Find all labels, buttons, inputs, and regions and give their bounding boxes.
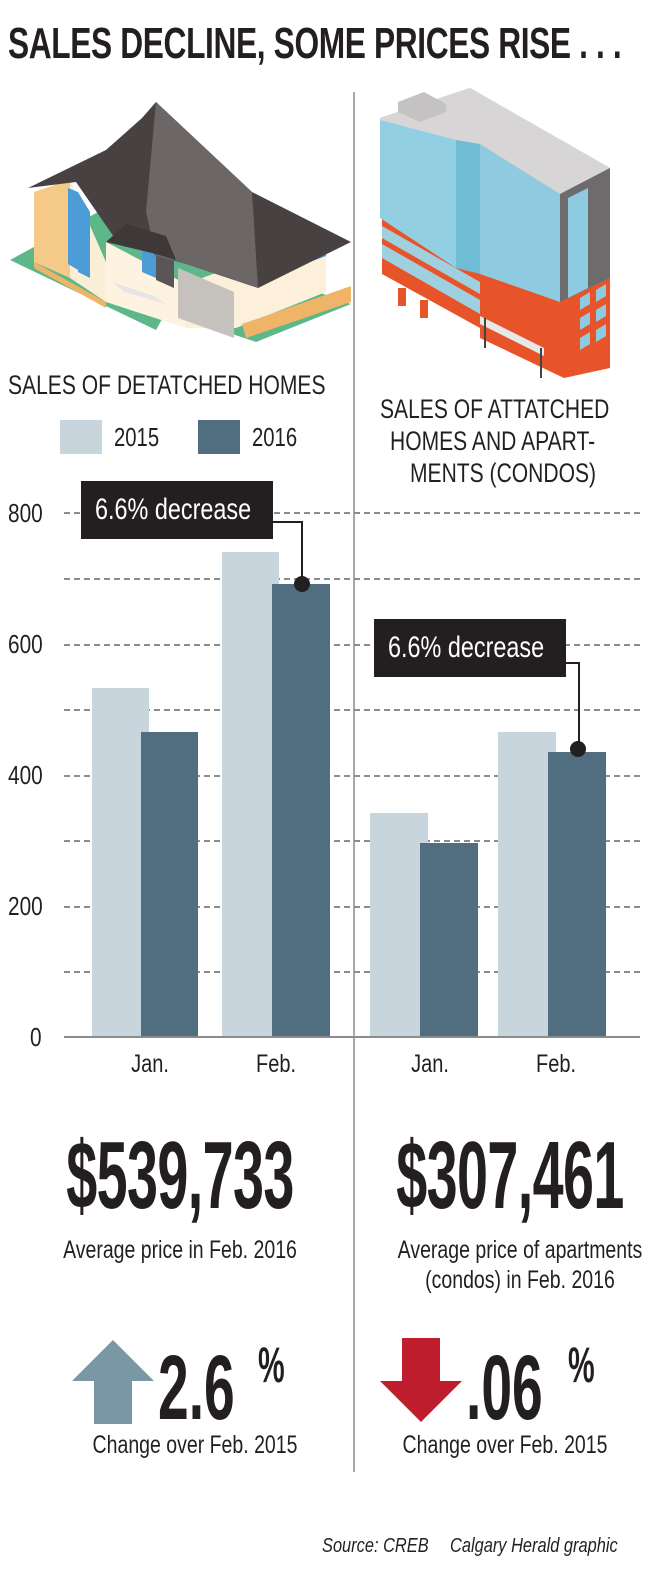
y-tick-200: 200 [8,891,43,921]
detached-change-value: 2.6 [158,1337,235,1439]
x-axis-line [64,1036,640,1038]
detached-callout-dot [294,576,310,592]
apartment-building-icon [380,78,620,378]
detached-change-caption: Change over Feb. 2015 [92,1431,298,1459]
x-label-condo-feb: Feb. [535,1050,577,1078]
legend-swatch-2016 [198,420,240,454]
x-label-detached-feb: Feb. [255,1050,297,1078]
condo-change-percent-sign: % [568,1337,595,1393]
bar-detached-jan-2016 [141,732,198,1037]
panel-divider [353,92,355,1472]
gridline-400 [64,775,640,777]
bar-condo-feb-2015 [498,732,556,1037]
detached-house-icon [6,92,351,342]
bar-detached-jan-2015 [92,688,149,1037]
condo-decrease-callout: 6.6% decrease [374,619,566,677]
page-title: SALES DECLINE, SOME PRICES RISE . . . [8,19,622,68]
detached-average-price: $539,733 [66,1122,294,1229]
gridline-500 [64,709,640,711]
condo-average-price: $307,461 [396,1122,624,1229]
gridline-300 [64,840,640,842]
gridline-700 [64,578,640,580]
chart-legend: 2015 2016 [60,420,336,454]
source-credit: Source: CREB [322,1535,429,1557]
detached-change-percent-sign: % [258,1337,285,1393]
y-tick-600: 600 [8,629,43,659]
bar-detached-feb-2015 [222,552,279,1037]
arrow-down-icon [380,1338,462,1422]
x-label-detached-jan: Jan. [131,1050,169,1078]
y-tick-400: 400 [8,760,43,790]
detached-decrease-callout: 6.6% decrease [81,481,273,539]
gridline-800 [64,512,640,514]
legend-label-2015: 2015 [114,421,160,452]
condo-callout-leader-v [578,662,580,742]
detached-callout-text: 6.6% decrease [95,493,252,526]
gridline-600 [64,644,640,646]
legend-swatch-2015 [60,420,102,454]
detached-section-label: SALES OF DETATCHED HOMES [8,370,326,400]
detached-callout-leader-h [273,521,303,523]
bar-detached-feb-2016 [272,584,330,1037]
condo-section-label-line3: MENTS (CONDOS) [410,458,597,488]
y-tick-800: 800 [8,498,43,528]
condo-price-caption-line1: Average price of apartments [397,1236,643,1264]
y-tick-0: 0 [30,1022,42,1052]
bar-condo-feb-2016 [548,752,606,1037]
condo-price-caption-line2: (condos) in Feb. 2016 [425,1266,615,1294]
legend-label-2016: 2016 [252,421,298,452]
arrow-up-icon [72,1340,154,1424]
graphic-credit: Calgary Herald graphic [450,1535,618,1557]
condo-change-caption: Change over Feb. 2015 [402,1431,608,1459]
detached-callout-leader-v [301,521,303,583]
detached-price-caption: Average price in Feb. 2016 [63,1236,297,1264]
condo-callout-leader-h [566,662,580,664]
condo-section-label-line1: SALES OF ATTATCHED [380,394,610,424]
condo-callout-dot [570,741,586,757]
condo-section-label-line2: HOMES AND APART- [390,426,596,456]
condo-change-value: .06 [466,1337,543,1439]
gridline-100 [64,971,640,973]
bar-condo-jan-2016 [420,843,478,1037]
gridline-200 [64,906,640,908]
x-label-condo-jan: Jan. [411,1050,449,1078]
condo-callout-text: 6.6% decrease [388,631,545,664]
bar-condo-jan-2015 [370,813,428,1037]
